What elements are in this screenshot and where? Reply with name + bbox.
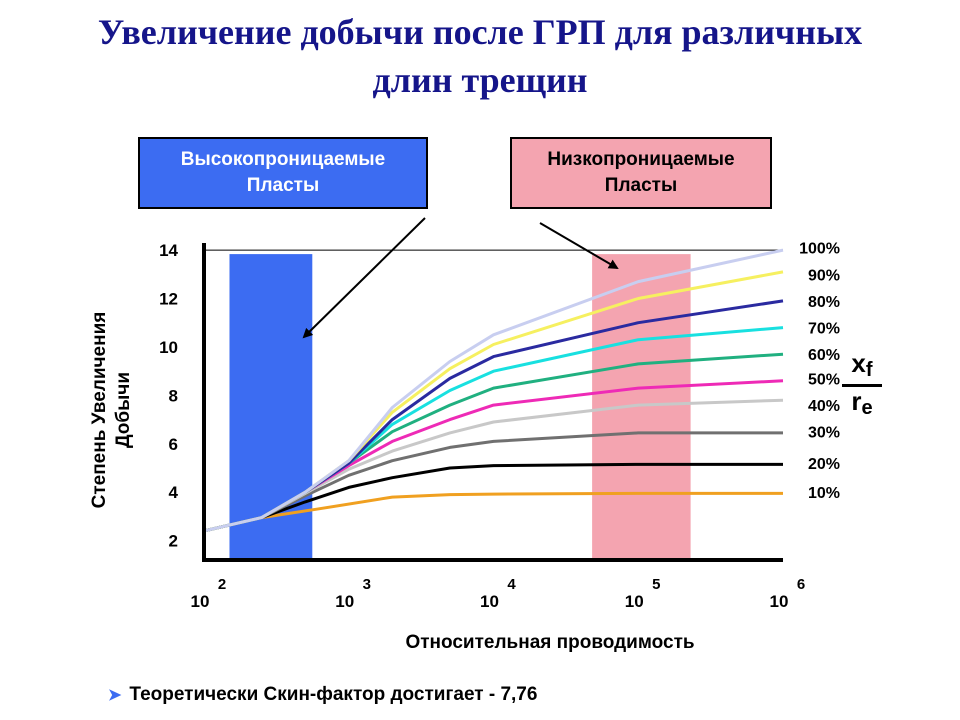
low-callout-arrow xyxy=(539,222,619,270)
x-tick-exponent: 2 xyxy=(218,576,226,593)
x-tick-exponent: 5 xyxy=(652,576,660,593)
series-label: 20% xyxy=(808,456,840,473)
fraction-numerator: xf xyxy=(851,348,873,381)
x-tick-label: 10 xyxy=(770,592,789,611)
fraction-bar xyxy=(842,384,882,387)
fraction-denominator: re xyxy=(851,386,873,419)
y-tick-label: 10 xyxy=(159,338,178,357)
page-title: Увеличение добычи после ГРП для различны… xyxy=(97,12,863,100)
series-line-100pct xyxy=(203,248,784,533)
x-axis-label: Относительная проводимость xyxy=(405,632,695,653)
arrow-bullet-icon: ➤ xyxy=(108,687,122,704)
high-callout-arrow xyxy=(302,217,426,339)
series-label: 70% xyxy=(808,321,840,338)
skin-factor-note: ➤ Теоретически Скин-фактор достигает - 7,… xyxy=(108,684,537,706)
series-label: 90% xyxy=(808,267,840,284)
x-tick-label: 10 xyxy=(625,592,644,611)
high-permeability-callout: Высокопроницаемые Пласты xyxy=(138,137,428,209)
series-label: 10% xyxy=(808,485,840,502)
y-tick-label: 8 xyxy=(169,386,178,405)
series-label: 50% xyxy=(808,371,840,388)
series-label: 60% xyxy=(808,347,840,364)
y-tick-label: 6 xyxy=(169,435,178,454)
series-label: 40% xyxy=(808,398,840,415)
x-tick-exponent: 3 xyxy=(363,576,371,593)
x-tick-label: 10 xyxy=(335,592,354,611)
low-permeability-callout: Низкопроницаемые Пласты xyxy=(510,137,772,209)
x-tick-label: 10 xyxy=(480,592,499,611)
note-text: Теоретически Скин-фактор достигает - 7,7… xyxy=(129,684,538,705)
series-label: 30% xyxy=(808,425,840,442)
fracture-length-ratio: xf re xyxy=(842,350,882,421)
x-tick-exponent: 4 xyxy=(507,576,516,593)
y-tick-label: 4 xyxy=(169,483,179,502)
x-tick-exponent: 6 xyxy=(797,576,805,593)
y-tick-label: 12 xyxy=(159,290,178,309)
series-line-10pct xyxy=(203,491,783,533)
series-label: 80% xyxy=(808,294,840,311)
x-tick-label: 10 xyxy=(191,592,210,611)
series-line-20pct xyxy=(203,462,783,533)
y-tick-label: 14 xyxy=(159,241,178,260)
band-high-permeability xyxy=(229,254,313,558)
series-label: 100% xyxy=(799,241,840,258)
y-tick-label: 2 xyxy=(169,532,178,551)
